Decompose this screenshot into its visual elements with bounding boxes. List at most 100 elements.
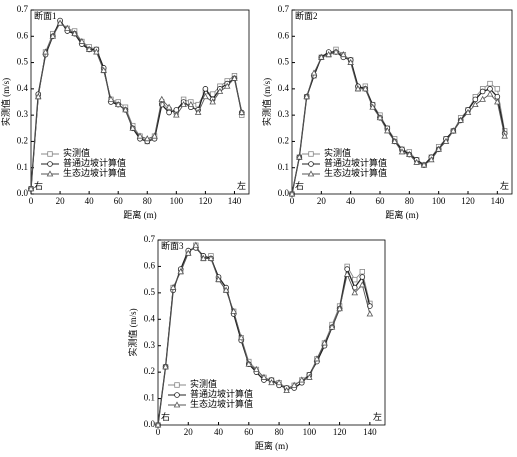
y-tick-label: 0.7 <box>17 4 29 14</box>
marker <box>222 286 230 293</box>
marker <box>202 86 209 92</box>
marker <box>310 69 318 76</box>
marker <box>450 127 457 134</box>
x-tick-label: 40 <box>85 196 95 206</box>
marker <box>343 270 351 277</box>
y-axis-label: 实测值 (m/s) <box>261 78 272 126</box>
marker <box>340 51 347 58</box>
legend-label: 生态边坡计算值 <box>63 167 126 178</box>
panel-title: 断面3 <box>161 240 184 251</box>
legend-marker <box>174 392 180 398</box>
marker <box>64 24 71 31</box>
y-tick-label: 0.1 <box>17 162 28 172</box>
marker <box>173 111 180 118</box>
y-tick-label: 0.2 <box>144 366 155 376</box>
side-label: 左 <box>237 180 246 191</box>
marker <box>216 87 224 94</box>
marker <box>42 48 49 55</box>
x-tick-label: 80 <box>405 196 415 206</box>
marker <box>223 82 231 89</box>
x-tick-label: 100 <box>432 196 446 206</box>
marker <box>487 80 493 87</box>
legend-label: 实测值 <box>324 147 351 158</box>
marker <box>391 137 398 144</box>
x-tick-label: 80 <box>143 196 153 206</box>
x-tick-label: 20 <box>56 196 66 206</box>
y-tick-label: 0.6 <box>278 30 290 40</box>
marker <box>328 323 336 330</box>
marker <box>306 373 313 380</box>
legend-marker <box>47 151 53 157</box>
side-label: 右 <box>161 411 170 422</box>
marker <box>238 108 246 115</box>
marker <box>166 109 172 116</box>
marker <box>180 100 187 108</box>
x-tick-label: 100 <box>303 427 317 437</box>
marker <box>177 268 184 275</box>
marker <box>406 150 413 157</box>
marker <box>359 281 366 288</box>
marker <box>122 106 129 113</box>
legend-label: 实测值 <box>63 147 90 158</box>
marker <box>200 254 207 261</box>
marker <box>354 85 362 92</box>
legend-marker <box>174 382 180 388</box>
y-tick-label: 0.2 <box>278 135 289 145</box>
x-tick-label: 120 <box>461 196 475 206</box>
marker <box>114 100 122 108</box>
x-tick-label: 120 <box>199 196 213 206</box>
marker <box>237 334 245 341</box>
marker <box>442 137 450 144</box>
marker <box>384 127 391 134</box>
x-tick-label: 100 <box>170 196 184 206</box>
panel-title: 断面1 <box>34 10 57 21</box>
marker <box>230 307 237 314</box>
marker <box>347 58 354 65</box>
marker <box>303 93 310 100</box>
legend-label: 普通边坡计算值 <box>190 388 253 399</box>
marker <box>283 387 290 394</box>
marker <box>428 156 435 163</box>
legend-label: 实测值 <box>190 378 217 389</box>
x-axis-label: 距离 (m) <box>123 209 156 220</box>
marker <box>207 254 215 261</box>
legend-marker <box>308 161 314 167</box>
marker <box>49 32 57 39</box>
legend-label: 普通边坡计算值 <box>324 157 387 168</box>
y-tick-label: 0.5 <box>17 57 29 67</box>
side-label: 右 <box>34 180 43 191</box>
marker <box>435 145 442 152</box>
marker <box>209 98 216 105</box>
marker <box>231 74 238 81</box>
panel-title: 断面2 <box>295 10 318 21</box>
marker <box>413 158 420 165</box>
marker <box>253 365 260 372</box>
marker <box>486 90 494 97</box>
marker <box>260 373 268 380</box>
side-label: 右 <box>295 180 304 191</box>
marker <box>215 276 222 283</box>
y-tick-label: 0.3 <box>278 109 290 119</box>
marker <box>184 249 192 256</box>
marker <box>359 274 366 280</box>
marker <box>78 37 86 44</box>
legend-label: 生态边坡计算值 <box>324 167 387 178</box>
y-tick-label: 0.5 <box>144 287 156 297</box>
marker <box>296 153 303 160</box>
y-axis-label: 实测值 (m/s) <box>127 308 138 356</box>
plot-frame <box>30 9 250 195</box>
legend-marker <box>46 170 54 177</box>
x-tick-label: 20 <box>317 196 327 206</box>
legend-label: 生态边坡计算值 <box>190 398 253 409</box>
marker <box>457 116 464 123</box>
x-tick-label: 0 <box>29 196 34 206</box>
marker <box>27 185 35 192</box>
legend-label: 普通边坡计算值 <box>63 157 126 168</box>
y-tick-label: 0.3 <box>144 340 156 350</box>
x-tick-label: 80 <box>275 427 285 437</box>
marker <box>34 93 42 100</box>
side-label: 左 <box>373 411 382 422</box>
marker <box>169 283 177 290</box>
marker <box>359 269 365 275</box>
marker <box>162 363 169 370</box>
